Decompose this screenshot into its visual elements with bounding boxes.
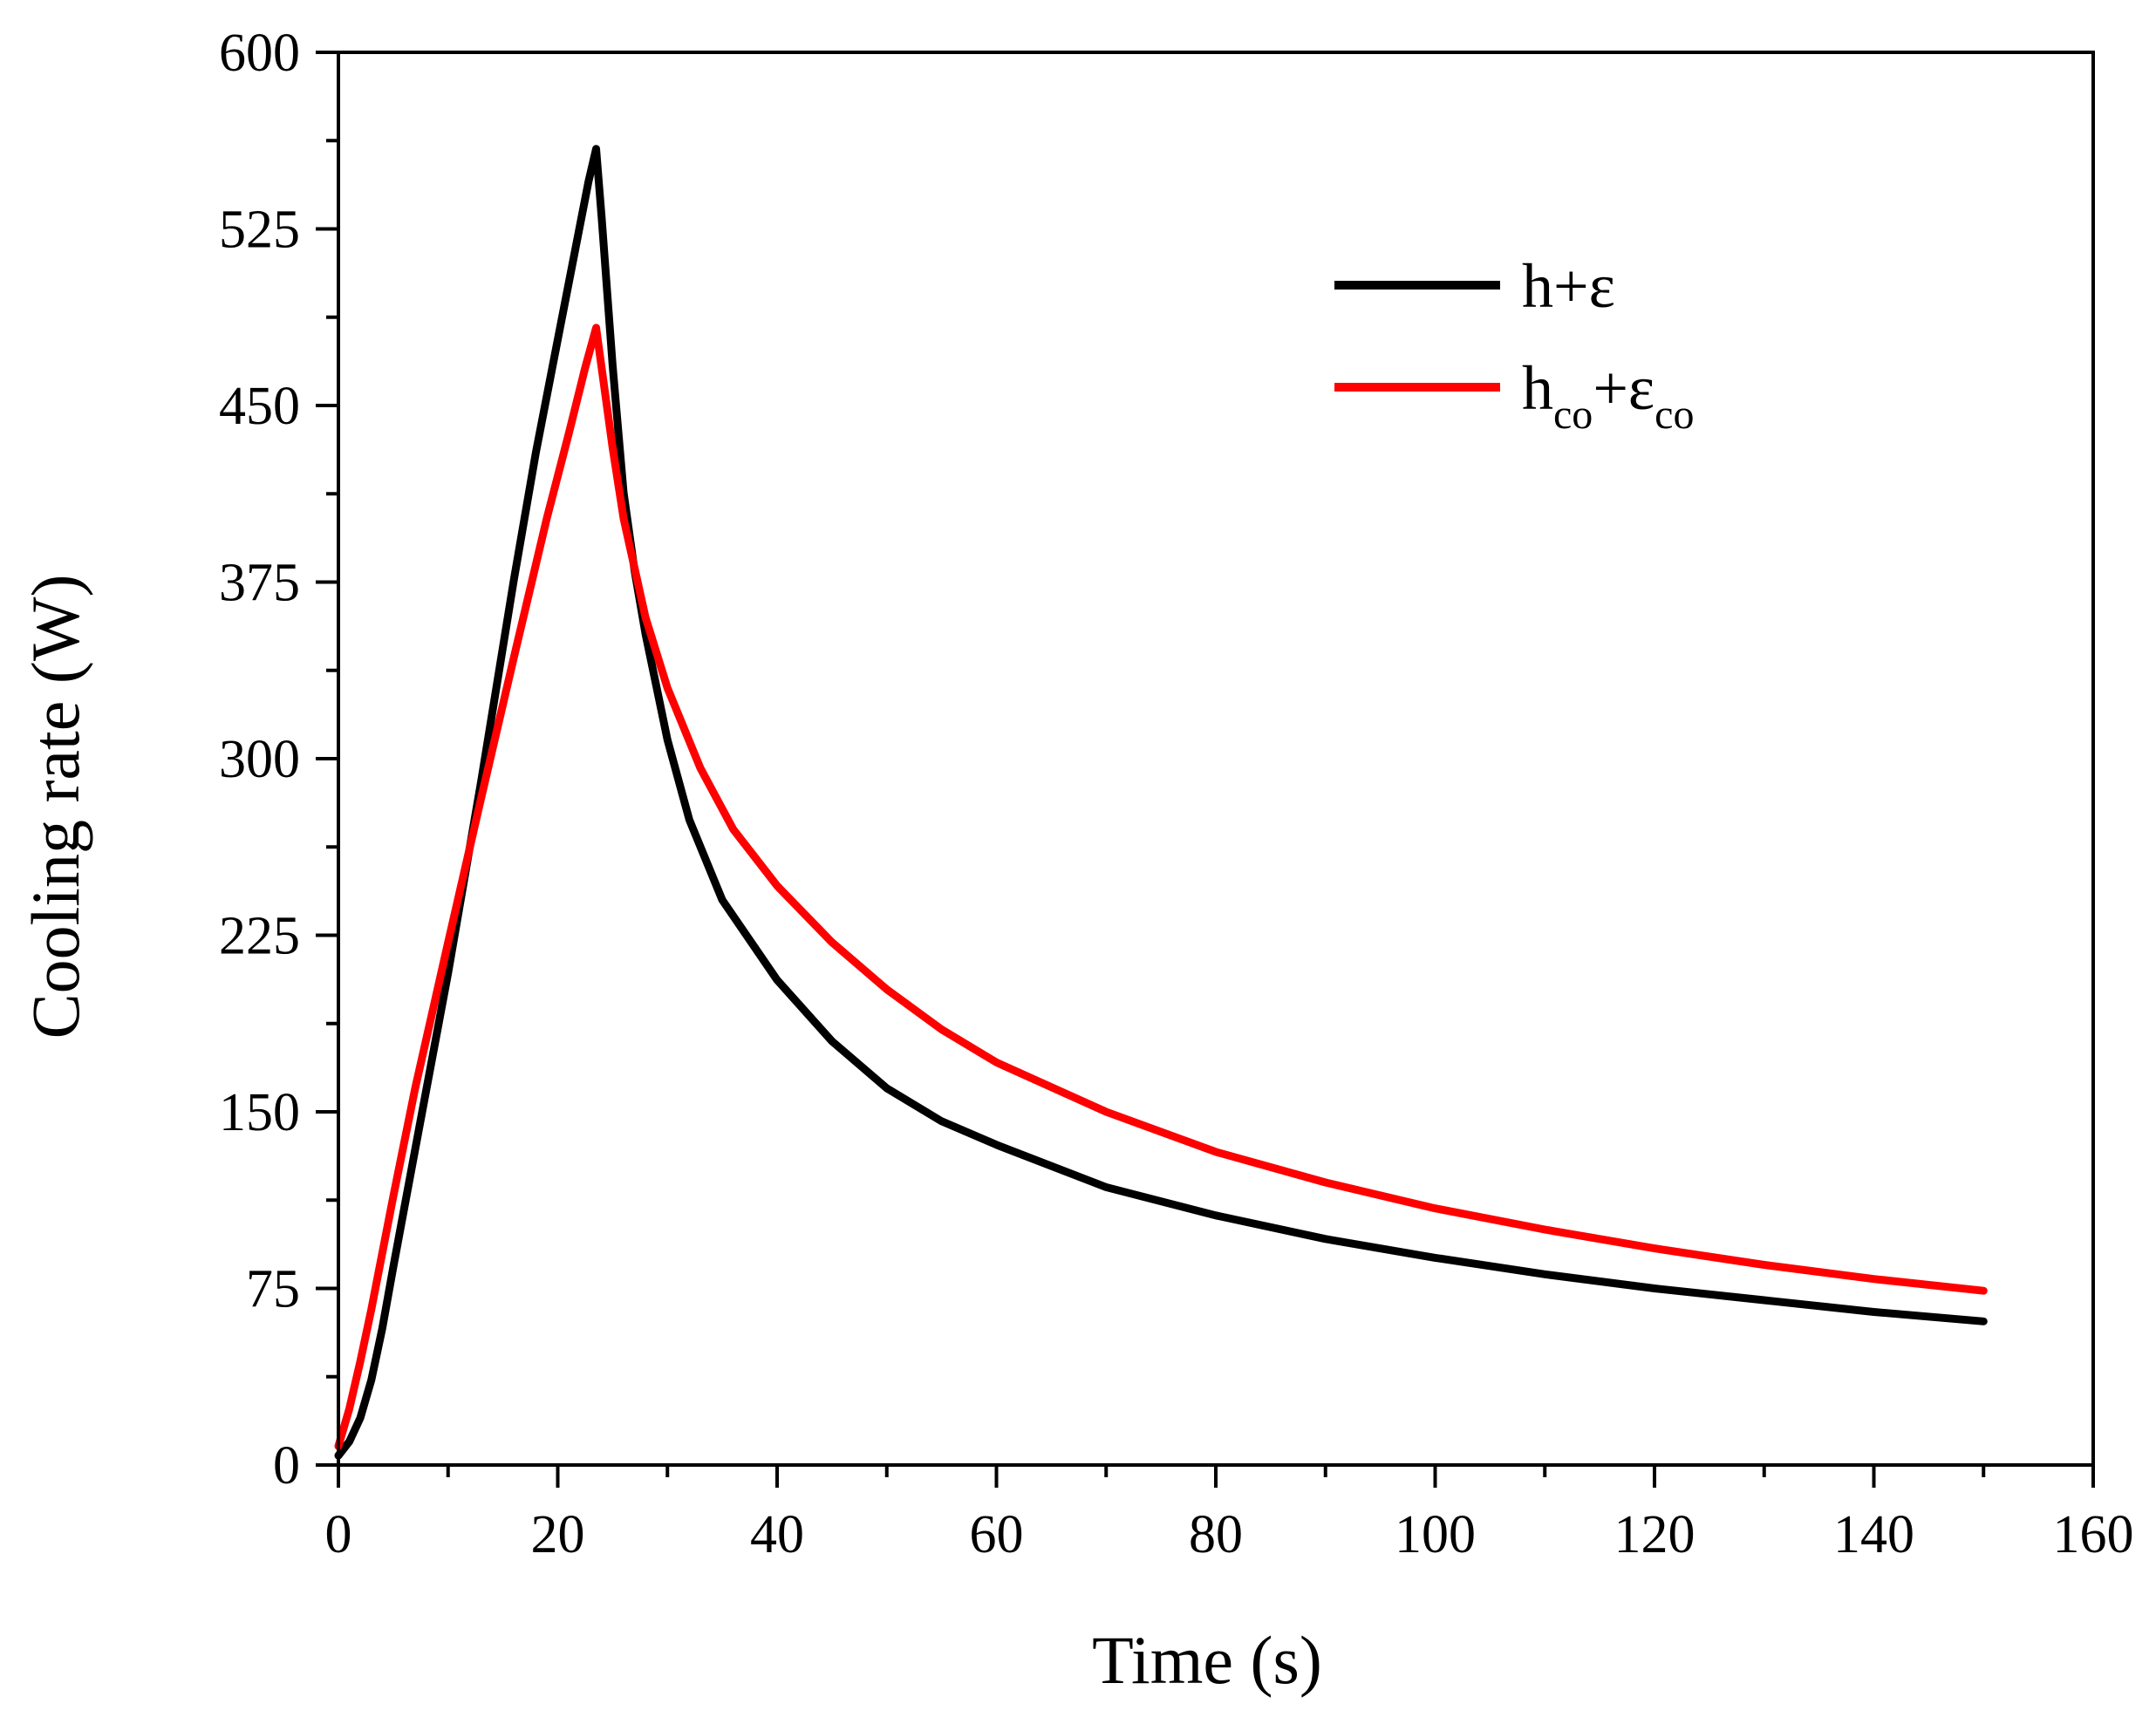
plot-frame: [337, 51, 2095, 1467]
legend-label-h-eps: h+ε: [1522, 251, 1615, 321]
x-ticks-group: 0 20 40 60 80 100 120 140 160: [325, 1465, 2134, 1564]
x-tick-label: 20: [531, 1505, 585, 1564]
x-axis-title: Time (s): [1092, 1622, 1322, 1698]
y-tick-label: 300: [219, 730, 300, 789]
y-tick-label: 525: [219, 201, 300, 260]
y-tick-label: 450: [219, 377, 300, 436]
series-group: [334, 145, 1988, 1460]
legend-label-hco-epsco: hco+εco: [1522, 353, 1694, 438]
x-tick-label: 140: [1833, 1505, 1914, 1564]
y-tick-label: 75: [246, 1260, 300, 1319]
y-tick-label: 150: [219, 1083, 300, 1142]
x-tick-label: 100: [1395, 1505, 1476, 1564]
x-tick-label: 40: [750, 1505, 804, 1564]
x-tick-label: 0: [325, 1505, 352, 1564]
y-ticks-group: 0 75 150 225 300 375 450 525 600: [219, 24, 338, 1496]
x-tick-label: 80: [1189, 1505, 1243, 1564]
x-tick-label: 120: [1614, 1505, 1695, 1564]
legend: h+ε hco+εco: [1334, 251, 1694, 438]
y-tick-label: 375: [219, 554, 300, 613]
y-tick-label: 0: [273, 1436, 300, 1496]
y-axis-title: Cooling rate (W): [17, 575, 93, 1039]
x-tick-label: 60: [970, 1505, 1024, 1564]
x-tick-label: 160: [2053, 1505, 2134, 1564]
y-tick-label: 225: [219, 907, 300, 966]
series-line-hco-epsco: [334, 324, 1988, 1450]
y-tick-label: 600: [219, 24, 300, 83]
